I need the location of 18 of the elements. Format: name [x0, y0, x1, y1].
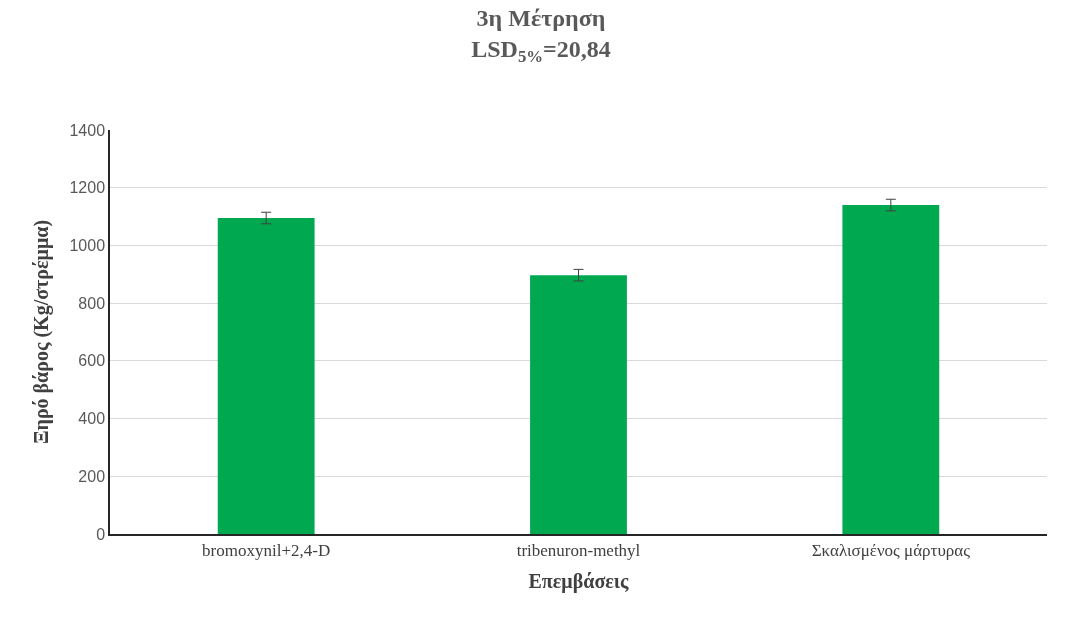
bar [530, 275, 627, 534]
y-tick-label: 1000 [69, 237, 106, 255]
y-tick-label: 600 [78, 352, 106, 370]
chart-title: 3η Μέτρηση [476, 4, 606, 31]
y-axis-title: Ξηρό βάρος (Kg/στρέμμα) [30, 219, 54, 445]
bar [842, 205, 940, 534]
y-tick-label: 200 [78, 467, 106, 485]
x-tick-label: tribenuron-methyl [516, 541, 641, 561]
x-tick-label: bromoxynil+2,4-D [202, 541, 331, 561]
y-tick-label: 1200 [69, 179, 106, 197]
x-axis-title: Επεμβάσεις [528, 570, 630, 594]
y-tick-label: 0 [96, 525, 106, 543]
y-tick-label: 400 [78, 410, 106, 428]
y-tick-label: 1400 [69, 121, 106, 139]
chart-subtitle: LSD$_{5%}$=20,84 [471, 35, 611, 66]
bar [217, 218, 315, 534]
x-tick-label: Σκαλισμένος μάρτυρας [811, 541, 971, 561]
y-tick-label: 800 [78, 294, 106, 312]
